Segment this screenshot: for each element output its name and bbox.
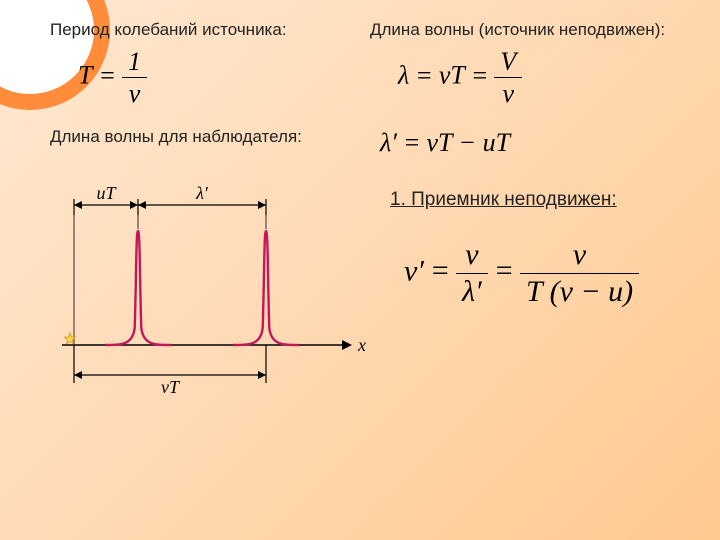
heading-observer: Длина волны для наблюдателя: <box>50 127 370 147</box>
svg-text:λ′: λ′ <box>195 183 209 203</box>
svg-text:vT: vT <box>161 377 181 395</box>
formula-nu-prime: ν′=vλ′=vT (v − u) <box>390 237 690 310</box>
heading-receiver: 1. Приемник неподвижен: <box>390 189 690 211</box>
heading-lambda-static: Длина волны (источник неподвижен): <box>370 20 690 40</box>
wave-diagram: x uT λ′ vT <box>50 175 370 395</box>
heading-period: Период колебаний источника: <box>50 20 370 40</box>
svg-text:x: x <box>357 335 366 355</box>
formula-lambda-observer: λ′=vT − uT <box>370 127 690 158</box>
svg-text:uT: uT <box>96 183 117 203</box>
formula-period: T=1ν <box>50 46 370 109</box>
formula-lambda-static: λ=νT=Vν <box>370 46 690 109</box>
slide-content: Период колебаний источника: T=1ν Длина в… <box>0 0 720 540</box>
